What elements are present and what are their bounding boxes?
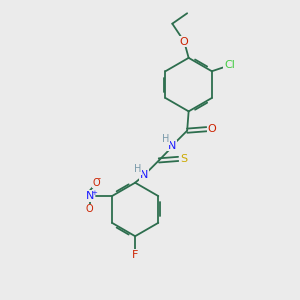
Text: O: O bbox=[92, 178, 100, 188]
Text: N: N bbox=[168, 140, 176, 151]
Text: N: N bbox=[140, 170, 148, 180]
Text: Cl: Cl bbox=[224, 60, 235, 70]
Text: O: O bbox=[86, 204, 94, 214]
Text: -: - bbox=[98, 174, 101, 183]
Text: F: F bbox=[132, 250, 138, 260]
Text: S: S bbox=[180, 154, 187, 164]
Text: H: H bbox=[162, 134, 169, 144]
Text: O: O bbox=[207, 124, 216, 134]
Text: N: N bbox=[85, 191, 94, 201]
Text: +: + bbox=[91, 190, 97, 196]
Text: O: O bbox=[180, 37, 189, 46]
Text: H: H bbox=[134, 164, 141, 174]
